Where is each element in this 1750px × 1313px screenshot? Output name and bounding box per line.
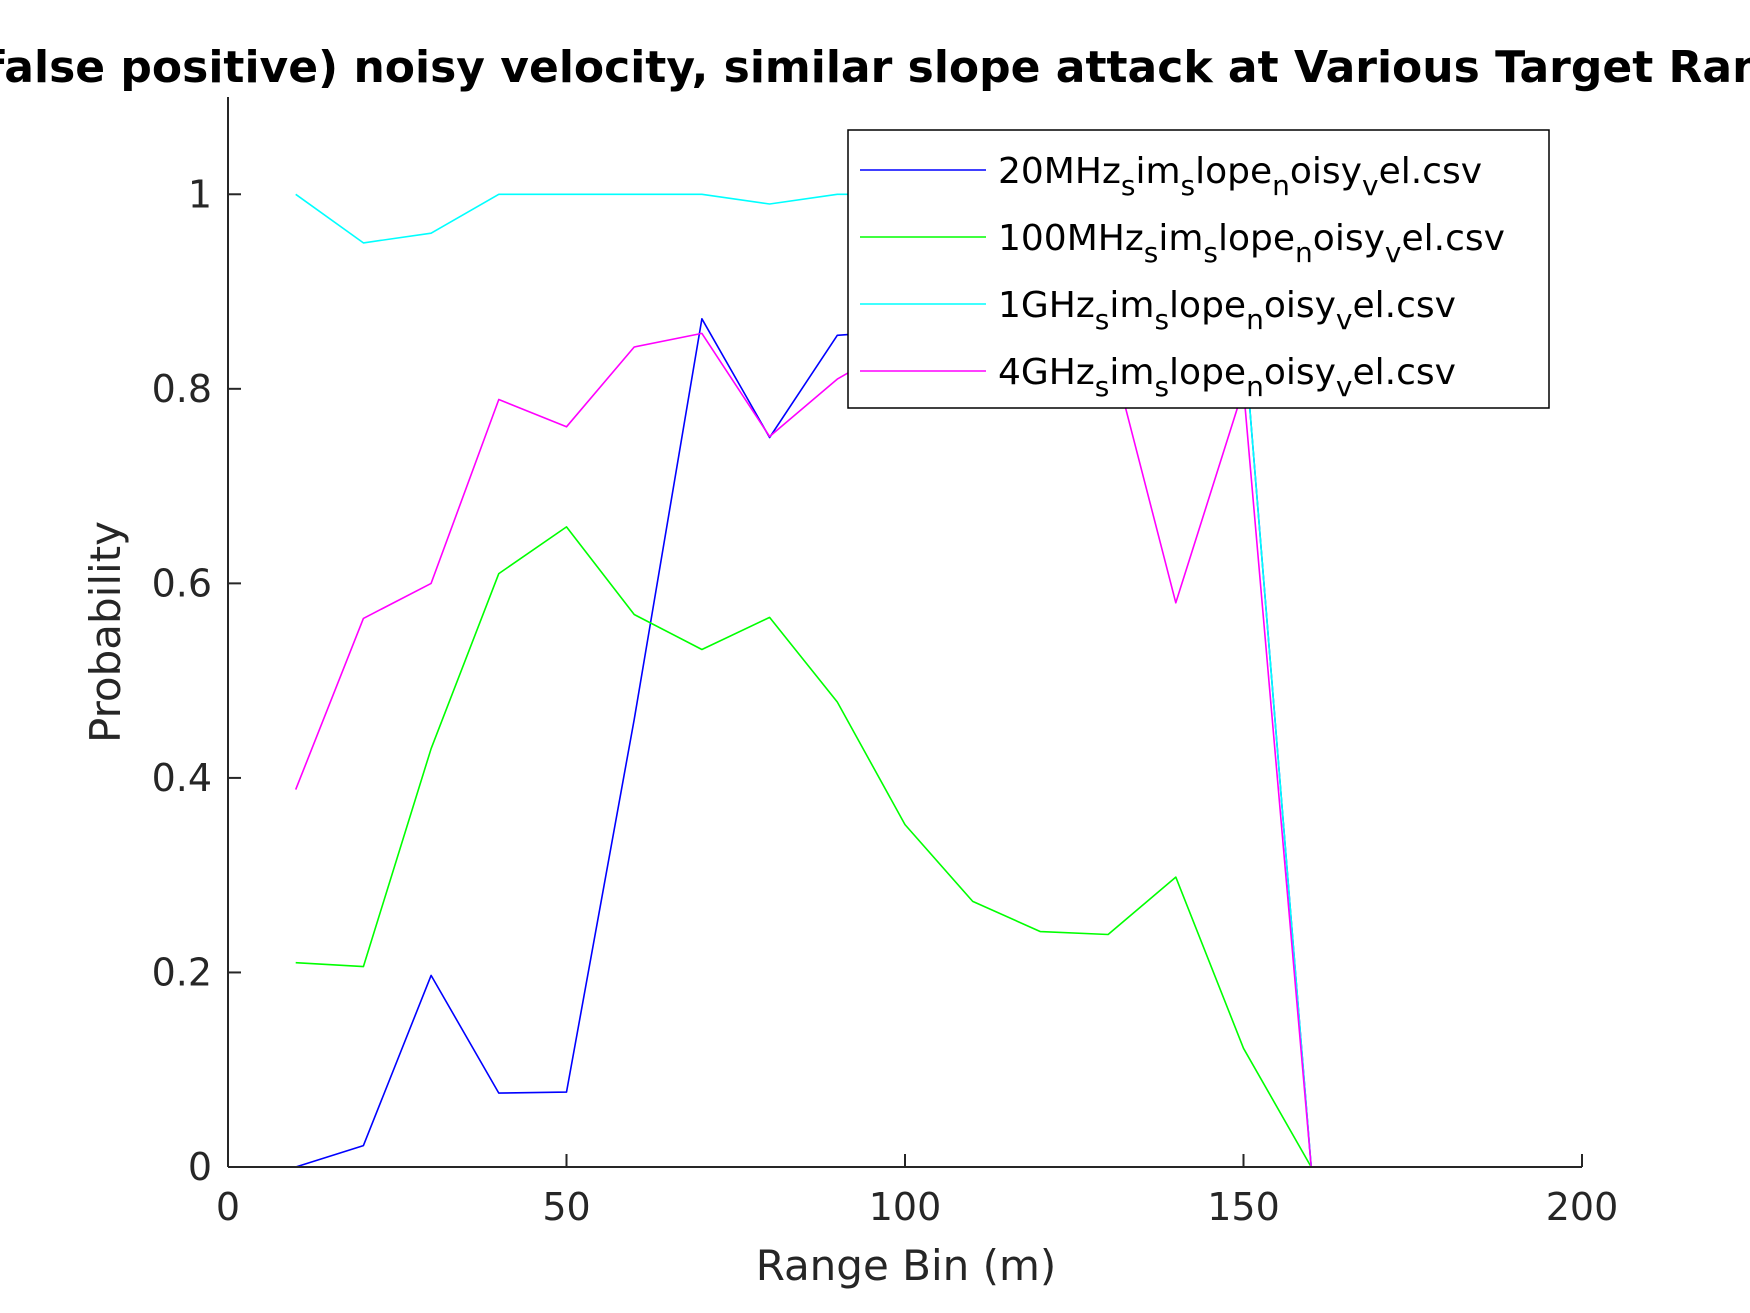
legend-label-part: oisy bbox=[1264, 352, 1336, 393]
legend-label-part: oisy bbox=[1290, 151, 1362, 192]
legend-label-subscript: s bbox=[1121, 169, 1136, 202]
legend-label-part: 4GHz bbox=[998, 352, 1095, 393]
legend-label-part: lope bbox=[1218, 218, 1295, 259]
legend-box bbox=[847, 129, 1550, 409]
legend-label-part: lope bbox=[1169, 285, 1246, 326]
legend-label-part: 100MHz bbox=[998, 218, 1144, 259]
y-tick-label: 0.4 bbox=[152, 756, 212, 800]
y-axis-title: Probability bbox=[81, 521, 130, 743]
legend-label-4: 4GHzsimslopenoisyvel.csv bbox=[998, 352, 1456, 403]
legend-label-3: 1GHzsimslopenoisyvel.csv bbox=[998, 285, 1456, 336]
legend-label-1: 20MHzsimslopenoisyvel.csv bbox=[998, 151, 1482, 202]
legend-label-subscript: v bbox=[1385, 236, 1402, 269]
y-tick-label: 1 bbox=[188, 172, 212, 216]
legend-label-part: el.csv bbox=[1353, 285, 1456, 326]
legend-label-part: el.csv bbox=[1401, 218, 1504, 259]
y-tick-label: 0.8 bbox=[152, 367, 212, 411]
legend-label-subscript: n bbox=[1272, 169, 1290, 202]
legend-label-part: im bbox=[1158, 218, 1203, 259]
legend-label-part: 1GHz bbox=[998, 285, 1095, 326]
legend-label-subscript: s bbox=[1154, 370, 1169, 403]
legend-label-subscript: v bbox=[1336, 370, 1353, 403]
x-tick-label: 100 bbox=[869, 1185, 942, 1229]
legend-label-part: el.csv bbox=[1353, 352, 1456, 393]
legend-label-subscript: s bbox=[1095, 370, 1110, 403]
y-tick-label: 0 bbox=[188, 1145, 212, 1189]
legend: 20MHzsimslopenoisyvel.csv100MHzsimslopen… bbox=[847, 129, 1550, 409]
legend-label-subscript: v bbox=[1336, 303, 1353, 336]
legend-label-part: lope bbox=[1169, 352, 1246, 393]
legend-label-subscript: s bbox=[1181, 169, 1196, 202]
legend-label-part: im bbox=[1109, 352, 1154, 393]
chart-title: (false positive) noisy velocity, similar… bbox=[0, 42, 1750, 93]
axes-layer: 0 50 100 150 200 0 0.2 0.4 0.6 0.8 1 bbox=[152, 97, 1619, 1229]
x-tick-label: 200 bbox=[1546, 1185, 1619, 1229]
x-axis-title: Range Bin (m) bbox=[756, 1241, 1057, 1290]
legend-label-subscript: s bbox=[1144, 236, 1159, 269]
legend-label-part: oisy bbox=[1313, 218, 1385, 259]
legend-label-2: 100MHzsimslopenoisyvel.csv bbox=[998, 218, 1505, 269]
x-tick-label: 0 bbox=[216, 1185, 240, 1229]
legend-label-part: 20MHz bbox=[998, 151, 1121, 192]
legend-label-part: im bbox=[1135, 151, 1180, 192]
y-tick-label: 0.6 bbox=[152, 561, 212, 605]
legend-label-part: lope bbox=[1195, 151, 1272, 192]
legend-label-subscript: s bbox=[1154, 303, 1169, 336]
legend-label-part: im bbox=[1109, 285, 1154, 326]
y-tick-label: 0.2 bbox=[152, 950, 212, 994]
x-tick-label: 150 bbox=[1207, 1185, 1280, 1229]
legend-label-subscript: n bbox=[1246, 370, 1264, 403]
legend-label-subscript: s bbox=[1095, 303, 1110, 336]
legend-label-subscript: s bbox=[1203, 236, 1218, 269]
legend-label-subscript: n bbox=[1295, 236, 1313, 269]
legend-label-subscript: n bbox=[1246, 303, 1264, 336]
legend-label-part: el.csv bbox=[1379, 151, 1482, 192]
legend-label-subscript: v bbox=[1362, 169, 1379, 202]
legend-label-part: oisy bbox=[1264, 285, 1336, 326]
x-tick-label: 50 bbox=[542, 1185, 590, 1229]
